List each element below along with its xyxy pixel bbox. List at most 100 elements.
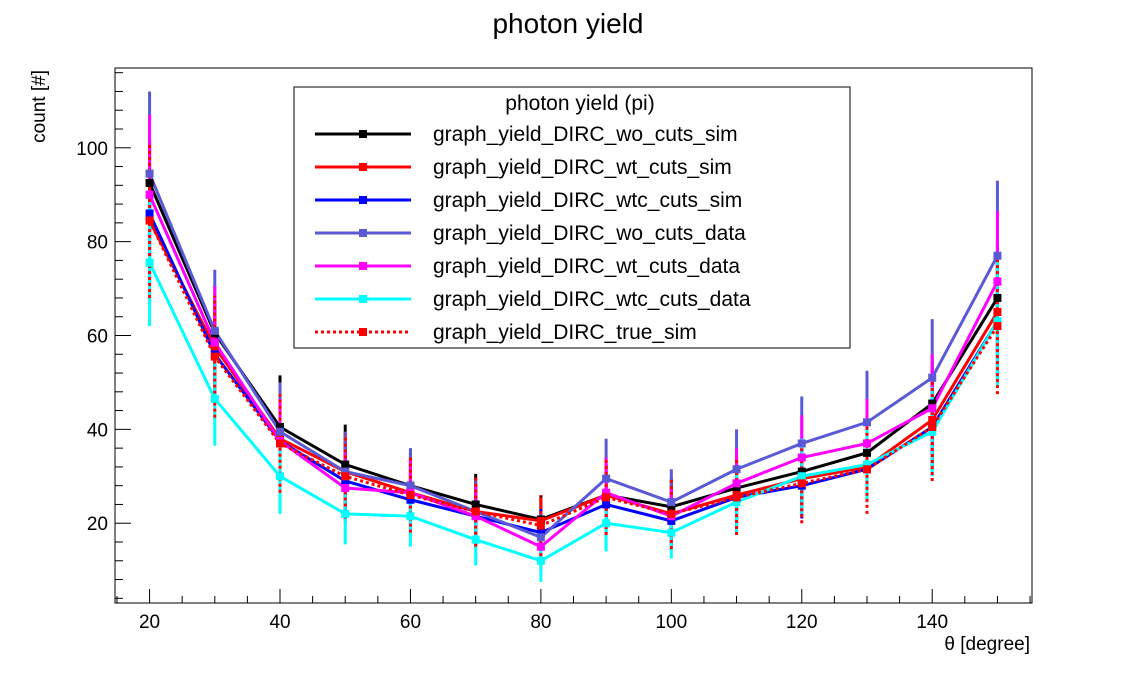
data-point <box>928 415 937 424</box>
data-point <box>928 373 937 382</box>
data-point <box>993 308 1002 317</box>
data-point <box>928 427 937 436</box>
x-axis-title: θ [degree] <box>944 634 1030 655</box>
data-point <box>732 493 741 502</box>
plot-area <box>114 67 1033 604</box>
series-line <box>148 219 999 528</box>
data-point <box>471 535 480 544</box>
data-point <box>862 418 871 427</box>
y-tick-label: 60 <box>87 327 108 348</box>
data-point <box>993 317 1002 326</box>
data-point <box>536 556 545 565</box>
data-point <box>602 474 611 483</box>
data-point <box>797 453 806 462</box>
y-tick-labels: 20 40 60 80 100 <box>76 139 108 535</box>
data-point <box>536 521 545 530</box>
data-point <box>862 448 871 457</box>
data-point <box>341 472 350 481</box>
data-point <box>797 439 806 448</box>
data-point <box>928 423 937 432</box>
data-point <box>406 512 415 521</box>
data-point <box>993 277 1002 286</box>
data-point <box>341 476 350 485</box>
data-point <box>602 493 611 502</box>
x-tick-label: 80 <box>530 612 551 633</box>
data-point <box>667 516 676 525</box>
legend-label: graph_yield_DIRC_true_sim <box>433 321 697 344</box>
data-point <box>341 509 350 518</box>
legend-label: graph_yield_DIRC_wt_cuts_data <box>433 255 740 278</box>
x-tick-label: 120 <box>786 612 818 633</box>
data-point <box>602 500 611 509</box>
legend-label: graph_yield_DIRC_wtc_cuts_sim <box>433 189 742 212</box>
data-point <box>276 472 285 481</box>
data-point <box>145 258 154 267</box>
data-point <box>406 491 415 500</box>
data-point <box>667 502 676 511</box>
y-tick-label: 80 <box>87 233 108 254</box>
x-tick-label: 20 <box>139 612 160 633</box>
legend-label: graph_yield_DIRC_wo_cuts_sim <box>433 123 738 146</box>
data-point <box>993 293 1002 302</box>
data-point <box>667 528 676 537</box>
data-point <box>602 488 611 497</box>
legend-marker <box>359 229 367 237</box>
data-point <box>276 427 285 436</box>
x-tick-label: 40 <box>269 612 290 633</box>
data-point <box>210 326 219 335</box>
axis-ticks <box>115 72 1031 603</box>
y-tick-label: 20 <box>87 514 108 535</box>
data-point <box>471 500 480 509</box>
data-markers <box>145 169 1002 565</box>
data-point <box>732 479 741 488</box>
data-point <box>536 516 545 525</box>
data-point <box>341 484 350 493</box>
data-point <box>667 509 676 518</box>
legend-marker <box>359 295 367 303</box>
data-point <box>341 467 350 476</box>
data-point <box>276 423 285 432</box>
x-tick-labels: 20 40 60 80 100 120 140 <box>139 612 948 633</box>
data-point <box>406 495 415 504</box>
y-tick-label: 100 <box>76 139 108 160</box>
data-point <box>993 251 1002 260</box>
x-tick-label: 140 <box>916 612 948 633</box>
data-point <box>471 512 480 521</box>
data-point <box>145 209 154 218</box>
legend-marker <box>359 262 367 270</box>
chart-title: photon yield <box>492 8 643 39</box>
data-point <box>471 507 480 516</box>
data-point <box>797 479 806 488</box>
data-point <box>667 498 676 507</box>
y-tick-label: 40 <box>87 420 108 441</box>
legend-label: graph_yield_DIRC_wt_cuts_sim <box>433 156 732 179</box>
data-point <box>862 439 871 448</box>
data-point <box>341 460 350 469</box>
legend-marker <box>359 328 367 336</box>
data-point <box>732 484 741 493</box>
series-line <box>148 262 999 563</box>
x-tick-label: 100 <box>655 612 687 633</box>
data-point <box>145 216 154 225</box>
data-point <box>797 467 806 476</box>
legend: photon yield (pi) graph_yield_DIRC_wo_cu… <box>293 86 851 349</box>
legend-marker <box>359 196 367 204</box>
legend-label: graph_yield_DIRC_wtc_cuts_data <box>433 288 751 311</box>
legend-marker <box>359 130 367 138</box>
data-point <box>732 498 741 507</box>
data-point <box>210 394 219 403</box>
data-point <box>862 460 871 469</box>
data-point <box>928 404 937 413</box>
data-point <box>536 542 545 551</box>
legend-label: graph_yield_DIRC_wo_cuts_data <box>433 222 746 245</box>
data-point <box>145 178 154 187</box>
data-point <box>536 528 545 537</box>
data-point <box>862 465 871 474</box>
data-point <box>797 472 806 481</box>
data-point <box>276 439 285 448</box>
data-point <box>602 519 611 528</box>
data-point <box>210 352 219 361</box>
legend-box <box>293 86 851 349</box>
legend-title: photon yield (pi) <box>505 92 654 115</box>
